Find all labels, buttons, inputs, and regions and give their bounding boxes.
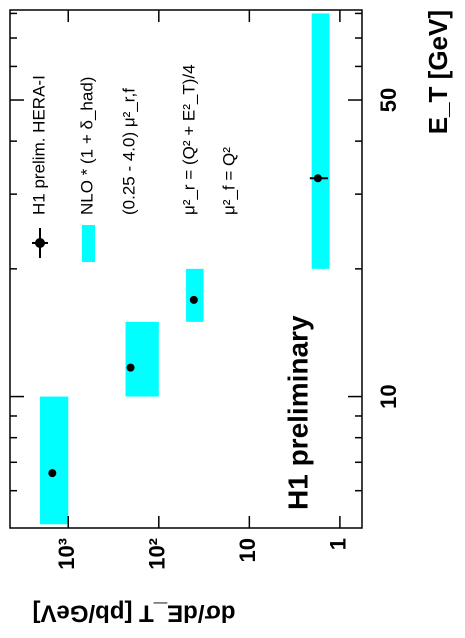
data-point [313,174,322,183]
y-tick-label: 10³ [54,538,79,570]
nlo-band [125,321,159,397]
legend-swatch [82,225,95,262]
legend-note: μ²_r = (Q² + E²_T)/4 [179,64,198,215]
legend-label: NLO * (1 + δ_had) [77,77,96,215]
x-tick-label: 50 [376,88,401,112]
legend-note: (0.25 - 4.0) μ²_r,f [119,88,138,215]
y-tick-label: 1 [326,538,351,550]
x-axis-title: E_T [GeV] [423,10,453,134]
annotation: H1 preliminary [282,315,313,510]
data-point [189,295,198,304]
data-point [48,469,57,478]
y-tick-label: 10 [235,538,260,562]
nlo-band [40,396,69,525]
data-point [126,363,135,372]
data-area [40,13,330,525]
nlo-band [311,13,330,269]
legend-note: μ²_f = Q² [219,147,238,215]
plot: E_T [GeV] dσ/dE_T [pb/GeV] H1 preliminar… [9,9,453,627]
nlo-band [186,268,204,322]
legend-label: H1 prelim. HERA-I [29,75,48,215]
x-tick-label: 10 [376,384,401,408]
y-tick-label: 10² [145,538,170,570]
y-axis-title: dσ/dE_T [pb/GeV] [32,600,235,627]
